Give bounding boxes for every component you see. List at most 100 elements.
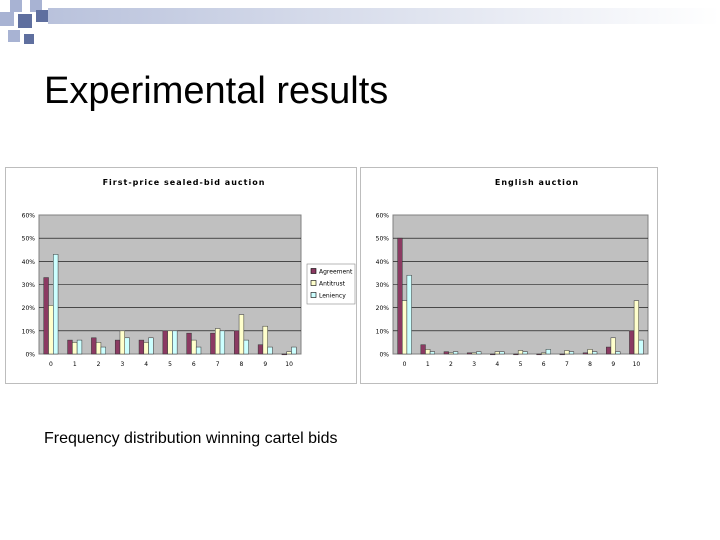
slide-title: Experimental results: [44, 70, 389, 112]
header-band: [48, 8, 720, 24]
bar-agreement: [281, 353, 287, 356]
bar-antitrust: [238, 314, 245, 355]
bar-antitrust: [448, 352, 454, 355]
x-tick-label: 10: [633, 361, 641, 368]
bar-leniency: [148, 337, 154, 355]
bar-agreement: [257, 344, 264, 355]
bar-antitrust: [167, 330, 173, 355]
bar-antitrust: [633, 300, 639, 355]
legend-label: Antitrust: [319, 281, 346, 288]
bar-antitrust: [48, 305, 54, 355]
deco-square: [18, 14, 32, 28]
bar-leniency: [100, 346, 106, 355]
x-tick-label: 8: [240, 361, 244, 368]
x-tick-label: 7: [216, 361, 220, 368]
y-tick-label: 0%: [379, 352, 389, 359]
x-tick-label: 5: [168, 361, 172, 368]
bar-agreement: [210, 332, 216, 355]
deco-square: [36, 10, 48, 22]
y-tick-label: 0%: [25, 352, 35, 359]
bar-leniency: [267, 346, 273, 355]
bar-agreement: [67, 339, 73, 355]
bar-antitrust: [191, 339, 197, 355]
bar-agreement: [43, 277, 49, 355]
y-tick-label: 60%: [22, 213, 36, 220]
x-tick-label: 9: [263, 361, 267, 368]
header-decoration: [0, 0, 720, 44]
y-tick-label: 50%: [22, 236, 36, 243]
x-tick-label: 4: [144, 361, 148, 368]
bar-antitrust: [215, 328, 221, 355]
x-tick-label: 1: [73, 361, 77, 368]
legend-label: Agreement: [319, 269, 353, 276]
x-tick-label: 6: [542, 361, 546, 368]
bar-leniency: [172, 330, 178, 355]
slide-caption: Frequency distribution winning cartel bi…: [44, 430, 338, 447]
bar-antitrust: [95, 342, 102, 355]
bar-antitrust: [119, 330, 125, 355]
y-tick-label: 20%: [376, 305, 390, 312]
bar-antitrust: [402, 300, 408, 355]
x-tick-label: 6: [192, 361, 196, 368]
x-tick-label: 2: [449, 361, 453, 368]
bar-agreement: [91, 337, 97, 355]
x-tick-label: 10: [285, 361, 293, 368]
deco-square: [8, 30, 20, 42]
y-tick-label: 30%: [376, 282, 390, 289]
chart-title: English auction: [495, 178, 579, 187]
bar-leniency: [124, 337, 130, 355]
bar-antitrust: [564, 350, 570, 355]
y-tick-label: 10%: [22, 328, 36, 335]
bar-agreement: [138, 339, 145, 355]
bar-leniency: [243, 339, 249, 355]
bar-leniency: [592, 351, 598, 355]
bar-antitrust: [517, 350, 524, 355]
x-tick-label: 2: [97, 361, 101, 368]
legend-swatch: [310, 280, 317, 286]
chart-english-svg: English auction 0% 10% 20% 30% 40% 50% 60% 0 1 2 3 4…: [376, 178, 649, 368]
legend-label: Leniency: [319, 293, 346, 300]
bar-leniency: [568, 351, 575, 355]
x-tick-label: 7: [565, 361, 569, 368]
bar-agreement: [559, 353, 565, 356]
y-tick-label: 50%: [376, 236, 390, 243]
x-tick-label: 4: [495, 361, 499, 368]
bar-leniency: [291, 346, 297, 355]
deco-square: [10, 0, 22, 12]
bar-leniency: [638, 339, 644, 355]
bar-agreement: [582, 352, 588, 355]
bar-leniency: [453, 351, 459, 355]
x-tick-label: 0: [403, 361, 407, 368]
x-tick-label: 3: [120, 361, 124, 368]
bar-agreement: [443, 351, 449, 355]
bar-agreement: [606, 346, 612, 355]
bar-antitrust: [610, 337, 616, 355]
y-tick-label: 40%: [376, 259, 390, 266]
chart-first-price: First-price sealed-bid auction 0% 10% 20% 30…: [5, 167, 357, 384]
deco-square: [30, 0, 42, 12]
bar-agreement: [629, 330, 635, 355]
bar-agreement: [234, 330, 240, 355]
bar-antitrust: [494, 351, 500, 355]
deco-square: [0, 12, 14, 26]
bar-leniency: [499, 351, 505, 355]
bar-leniency: [522, 351, 528, 355]
y-tick-label: 10%: [376, 328, 390, 335]
x-tick-label: 8: [588, 361, 592, 368]
bar-leniency: [76, 339, 83, 355]
y-tick-label: 30%: [22, 282, 36, 289]
bar-leniency: [219, 330, 226, 355]
bar-leniency: [615, 351, 621, 355]
bar-antitrust: [143, 342, 149, 355]
bar-leniency: [406, 274, 412, 355]
bar-leniency: [429, 351, 435, 355]
bar-antitrust: [587, 349, 593, 355]
deco-square: [24, 34, 34, 44]
bar-agreement: [420, 344, 426, 355]
bar-agreement: [162, 330, 168, 355]
bar-agreement: [397, 237, 403, 355]
chart-first-price-svg: First-price sealed-bid auction0%10%20%30…: [22, 178, 356, 368]
legend-swatch: [310, 292, 317, 298]
bar-antitrust: [425, 349, 431, 355]
x-tick-label: 5: [519, 361, 523, 368]
